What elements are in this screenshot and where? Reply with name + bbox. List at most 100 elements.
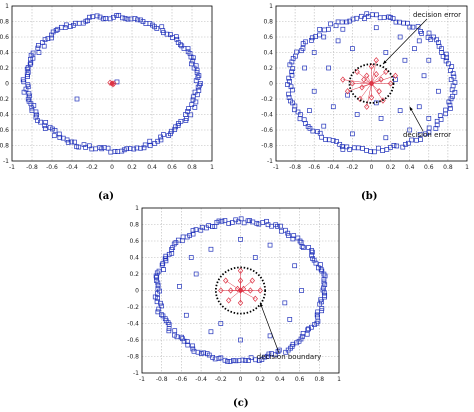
data-point — [198, 227, 204, 233]
y-tick-label: 0.6 — [0, 34, 9, 41]
data-point — [418, 137, 423, 142]
data-point — [33, 109, 39, 115]
data-point — [364, 11, 370, 17]
data-point — [278, 223, 283, 229]
data-point — [448, 77, 454, 82]
data-point — [313, 34, 318, 39]
data-point — [290, 341, 296, 347]
y-tick-label: 0.4 — [129, 255, 139, 262]
y-tick-label: -0.4 — [127, 321, 139, 328]
data-point — [161, 267, 166, 272]
data-point — [326, 65, 331, 71]
data-point — [437, 113, 443, 119]
data-point — [138, 145, 143, 151]
data-point — [40, 40, 45, 45]
data-point — [311, 88, 317, 94]
data-point — [246, 358, 251, 363]
data-point — [222, 357, 228, 363]
data-point — [397, 108, 403, 113]
x-tick-label: 0.6 — [424, 164, 434, 171]
x-tick-label: 0.4 — [405, 164, 415, 171]
data-point — [450, 83, 456, 89]
y-tick-label: 0.6 — [129, 238, 139, 245]
data-point — [138, 17, 143, 23]
data-point — [449, 87, 455, 93]
annotation-arrow — [259, 302, 280, 354]
data-point — [156, 306, 162, 312]
stem-line — [347, 83, 372, 92]
data-point — [168, 32, 173, 37]
data-point — [127, 146, 133, 151]
data-point — [185, 49, 191, 55]
data-point — [381, 15, 387, 20]
data-point — [407, 24, 413, 30]
x-tick-label: 0 — [370, 164, 374, 171]
data-point — [184, 234, 190, 240]
y-tick-label: 0.8 — [263, 19, 273, 26]
data-point — [21, 79, 27, 85]
x-tick-label: -0.6 — [176, 376, 188, 383]
data-point — [181, 338, 187, 344]
data-point — [450, 93, 455, 99]
data-point — [253, 357, 259, 363]
data-point — [74, 96, 80, 102]
y-tick-label: -0.8 — [0, 143, 9, 150]
data-point — [76, 144, 82, 150]
data-point — [359, 84, 365, 91]
data-point — [438, 117, 444, 122]
data-point — [179, 334, 184, 340]
data-point — [62, 25, 68, 30]
annotation-arrowhead — [409, 106, 413, 111]
data-point — [347, 18, 353, 24]
axes-frame — [141, 207, 340, 374]
stem-line — [228, 290, 241, 301]
stem-line — [359, 83, 372, 100]
data-point — [364, 103, 370, 110]
data-point — [383, 135, 389, 141]
data-point — [416, 104, 422, 110]
data-point — [57, 135, 63, 140]
x-tick-label: -0.6 — [308, 164, 320, 171]
axes-frame — [11, 5, 213, 162]
annotation-arrow — [382, 18, 428, 65]
data-point — [103, 15, 109, 21]
data-point — [227, 287, 234, 294]
data-point — [21, 89, 27, 95]
data-point — [426, 125, 432, 131]
data-point — [439, 46, 444, 52]
data-point — [147, 21, 153, 26]
data-point — [160, 261, 166, 266]
data-point — [299, 288, 304, 293]
data-point — [418, 29, 423, 34]
x-tick-label: 0.4 — [147, 164, 157, 171]
data-point — [380, 97, 386, 104]
data-point — [448, 106, 453, 111]
stem-line — [357, 71, 372, 84]
data-point — [443, 58, 449, 64]
data-point — [70, 22, 76, 28]
data-point — [27, 93, 32, 99]
data-point — [49, 35, 54, 41]
data-point — [223, 277, 229, 284]
data-point — [303, 121, 308, 126]
data-point — [159, 312, 164, 318]
y-tick-label: 0.2 — [0, 65, 9, 72]
data-point — [168, 131, 173, 137]
x-tick-label: 1 — [337, 376, 341, 383]
stem-line — [225, 280, 241, 291]
data-point — [147, 138, 153, 144]
x-tick-label: -0.4 — [66, 164, 78, 171]
data-point — [51, 133, 57, 139]
data-point — [174, 334, 180, 340]
data-point — [35, 45, 41, 51]
data-point — [287, 317, 293, 322]
data-point — [335, 19, 341, 25]
data-point — [380, 148, 385, 153]
data-point — [443, 107, 448, 113]
data-point — [378, 116, 384, 121]
data-point — [252, 255, 258, 260]
y-tick-label: -1 — [267, 158, 273, 165]
data-point — [240, 357, 246, 363]
data-point — [131, 146, 137, 152]
data-point — [28, 57, 33, 62]
